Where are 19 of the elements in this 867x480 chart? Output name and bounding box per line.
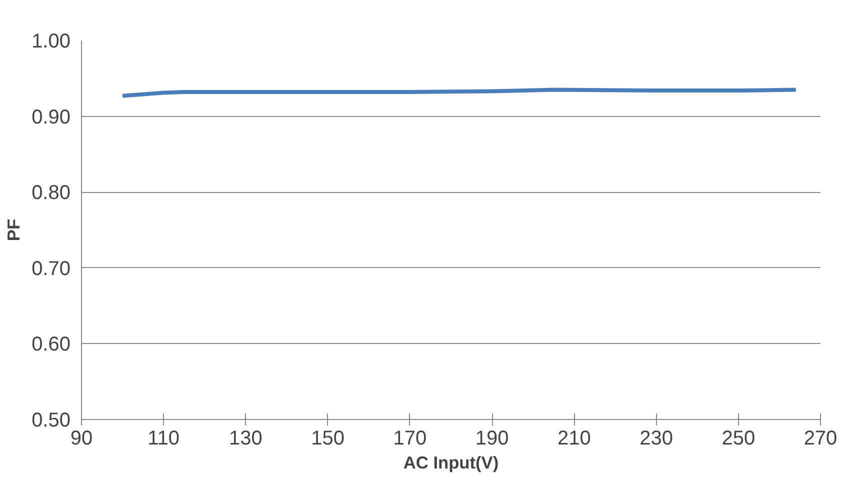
x-tick-label: 90 bbox=[70, 428, 93, 450]
x-tick-label: 250 bbox=[722, 428, 756, 450]
x-tick-label: 170 bbox=[393, 428, 427, 450]
x-tick-label: 190 bbox=[475, 428, 509, 450]
y-tick-label: 0.90 bbox=[32, 106, 71, 128]
y-tick-label: 1.00 bbox=[32, 30, 71, 52]
x-tick-label: 210 bbox=[557, 428, 591, 450]
x-tick-label: 150 bbox=[311, 428, 345, 450]
x-tick-label: 270 bbox=[804, 428, 838, 450]
y-tick-label: 0.60 bbox=[32, 334, 71, 356]
y-tick-label: 0.50 bbox=[32, 410, 71, 432]
y-tick-label: 0.80 bbox=[32, 182, 71, 204]
x-tick-label: 130 bbox=[229, 428, 262, 450]
x-tick-label: 110 bbox=[148, 428, 180, 450]
line-series bbox=[120, 88, 798, 98]
y-axis-title: PF bbox=[4, 218, 24, 242]
x-tick-label: 230 bbox=[640, 428, 673, 450]
y-tick-label: 0.70 bbox=[32, 258, 71, 280]
x-axis-title: AC Input(V) bbox=[403, 452, 499, 472]
